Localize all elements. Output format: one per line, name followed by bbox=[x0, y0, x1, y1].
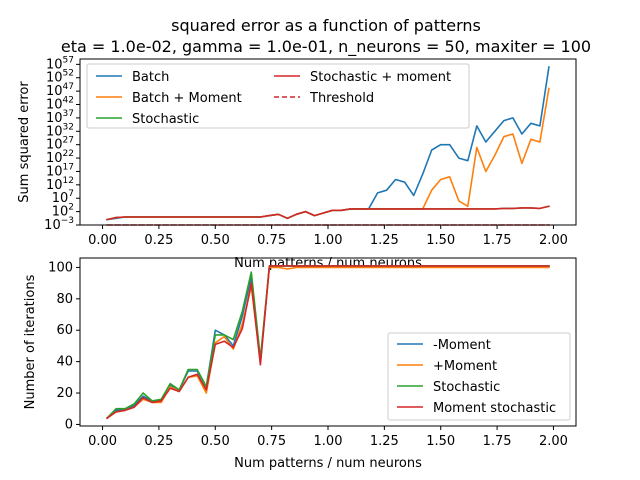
error-legend-label: Stochastic bbox=[132, 112, 199, 127]
error-y-tick-label: 1017 bbox=[46, 162, 74, 179]
error-x-tick-label: 0.00 bbox=[88, 233, 117, 248]
iterations-x-tick-label: 1.25 bbox=[370, 434, 399, 449]
error-y-tick-label: 1037 bbox=[46, 109, 74, 126]
error-y-tick-label: 1032 bbox=[46, 122, 74, 139]
error-y-ticks: 10−3102107101210171022102710321037104210… bbox=[44, 55, 80, 233]
error-plot-frame bbox=[79, 58, 577, 226]
iterations-y-tick-label: 20 bbox=[56, 386, 73, 401]
figure-title-line1: squared error as a function of patterns bbox=[171, 16, 481, 35]
error-y-tick-label: 1057 bbox=[46, 55, 74, 72]
error-legend-box bbox=[86, 63, 470, 129]
error-y-tick-label: 1012 bbox=[46, 176, 74, 193]
iterations-x-tick-label: 1.75 bbox=[483, 434, 512, 449]
iterations-y-tick-label: 100 bbox=[48, 260, 73, 275]
iterations-y-axis-label: Number of iterations bbox=[23, 274, 38, 409]
error-y-axis-label: Sum squared error bbox=[17, 81, 32, 203]
iterations-y-tick-label: 60 bbox=[56, 323, 73, 338]
error-x-tick-label: 2.00 bbox=[539, 233, 568, 248]
iterations-x-tick-label: 0.75 bbox=[257, 434, 286, 449]
iterations-x-axis-label: Num patterns / num neurons bbox=[234, 456, 422, 471]
iterations-legend-label: -Moment bbox=[433, 338, 491, 353]
iterations-y-tick-label: 0 bbox=[65, 417, 73, 432]
error-x-ticks: 0.00 0.25 0.50 0.75 1.00 1.25 1.50 1.75 2.00 bbox=[88, 225, 568, 248]
iterations-y-tick-label: 80 bbox=[56, 292, 73, 307]
error-y-tick-label: 1047 bbox=[46, 82, 74, 99]
error-y-tick-label: 1027 bbox=[46, 136, 74, 153]
iterations-legend-label: Stochastic bbox=[433, 380, 500, 395]
iterations-legend-box bbox=[387, 332, 571, 421]
error-legend-label: Batch bbox=[132, 70, 169, 85]
iterations-series-lines bbox=[105, 265, 550, 420]
error-x-tick-label: 1.25 bbox=[370, 233, 399, 248]
iterations-x-tick-label: 0.00 bbox=[88, 434, 117, 449]
error-y-tick-label: 107 bbox=[52, 189, 74, 206]
iterations-x-tick-label: 2.00 bbox=[539, 434, 568, 449]
error-legend-label: Stochastic + moment bbox=[310, 70, 451, 85]
iterations-series-line bbox=[105, 265, 550, 420]
iterations-x-tick-label: 0.25 bbox=[144, 434, 173, 449]
error-y-tick-label: 1022 bbox=[46, 149, 74, 166]
iterations-legend: -Moment +Moment Stochastic Moment stochasti… bbox=[387, 332, 571, 421]
error-legend-label: Threshold bbox=[309, 91, 374, 106]
iterations-legend-label: +Moment bbox=[433, 359, 497, 374]
error-y-tick-label: 102 bbox=[52, 203, 74, 220]
error-x-tick-label: 0.75 bbox=[257, 233, 286, 248]
iterations-y-tick-label: 40 bbox=[56, 355, 73, 370]
error-x-tick-label: 0.25 bbox=[144, 233, 173, 248]
iterations-plot-frame bbox=[79, 257, 577, 427]
error-x-tick-label: 0.50 bbox=[201, 233, 230, 248]
error-y-tick-label: 1042 bbox=[46, 96, 74, 113]
iterations-x-tick-label: 1.00 bbox=[314, 434, 343, 449]
iterations-y-ticks: 0 20 40 60 80 100 bbox=[48, 260, 80, 432]
error-legend-label: Batch + Moment bbox=[132, 91, 242, 106]
iterations-x-tick-label: 0.50 bbox=[201, 434, 230, 449]
error-x-tick-label: 1.50 bbox=[426, 233, 455, 248]
iterations-x-ticks: 0.00 0.25 0.50 0.75 1.00 1.25 1.50 1.75 2.00 bbox=[88, 426, 568, 449]
error-series-line bbox=[106, 205, 550, 221]
iterations-plot: 0.00 0.25 0.50 0.75 1.00 1.25 1.50 1.75 2.00 0 20… bbox=[23, 257, 577, 471]
error-y-tick-label: 1052 bbox=[46, 69, 74, 86]
error-legend: Batch Batch + Moment Stochastic Stochastic … bbox=[86, 63, 470, 129]
error-x-tick-label: 1.75 bbox=[483, 233, 512, 248]
figure-title-line2: eta = 1.0e-02, gamma = 1.0e-01, n_neuron… bbox=[61, 37, 591, 57]
error-series-lines bbox=[106, 66, 550, 226]
error-plot: 0.00 0.25 0.50 0.75 1.00 1.25 1.50 1.75 2.00 10−… bbox=[17, 55, 577, 271]
iterations-legend-label: Moment stochastic bbox=[433, 401, 556, 416]
error-y-tick-label: 10−3 bbox=[44, 216, 74, 233]
iterations-x-tick-label: 1.50 bbox=[426, 434, 455, 449]
error-x-tick-label: 1.00 bbox=[314, 233, 343, 248]
